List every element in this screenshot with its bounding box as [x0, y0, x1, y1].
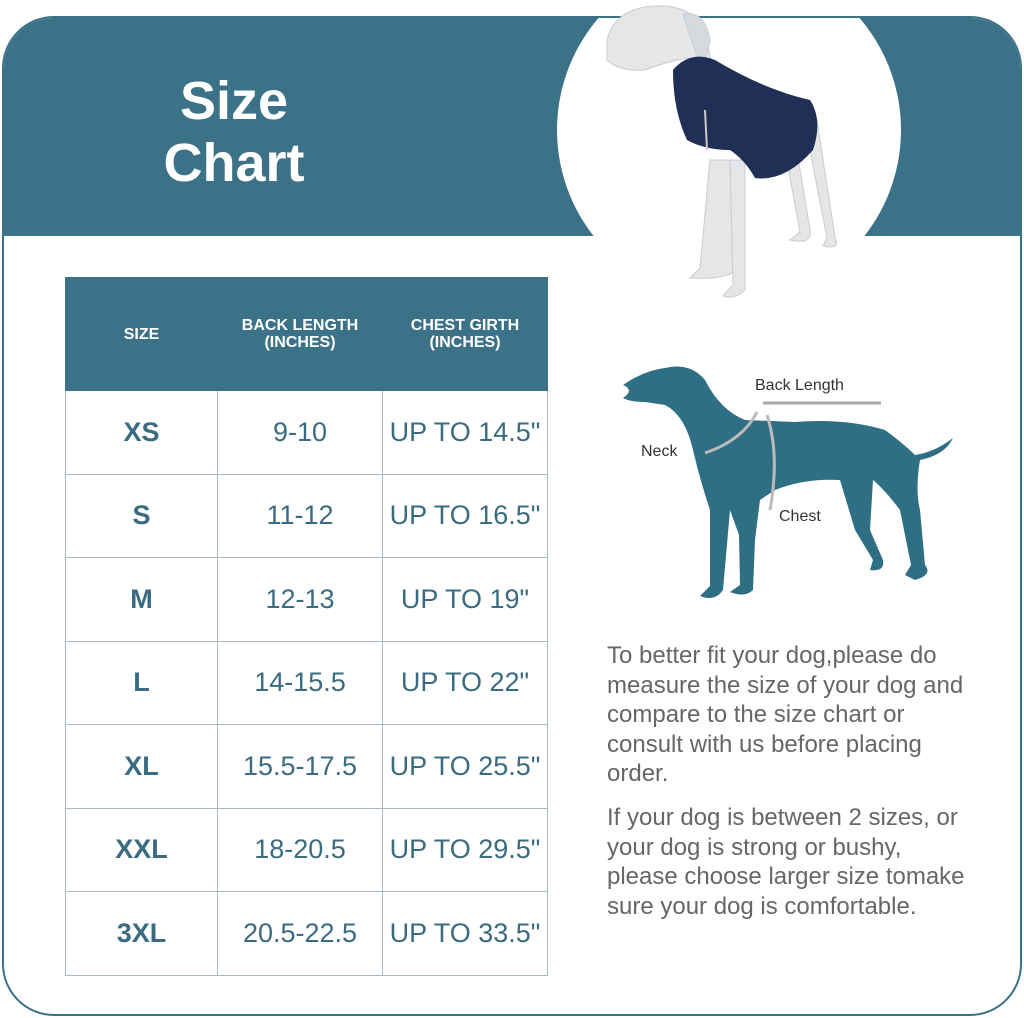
back-length-label: Back Length	[755, 377, 844, 394]
back-length-cell: 18-20.5	[217, 807, 383, 892]
column-header-back-length: BACK LENGTH (INCHES)	[217, 277, 383, 391]
back-length-cell: 9-10	[217, 390, 383, 475]
chest-measure-line	[765, 414, 776, 511]
table-row: M 12-13 UP TO 19"	[65, 557, 548, 642]
chest-girth-cell: UP TO 25.5"	[382, 724, 548, 809]
column-header-chest-girth: CHEST GIRTH (INCHES)	[382, 277, 548, 391]
table-row: XXL 18-20.5 UP TO 29.5"	[65, 807, 548, 892]
chest-girth-cell: UP TO 33.5"	[382, 891, 548, 976]
back-length-cell: 20.5-22.5	[217, 891, 383, 976]
size-cell: M	[65, 557, 218, 642]
size-cell: XXL	[65, 807, 218, 892]
chest-girth-cell: UP TO 14.5"	[382, 390, 548, 475]
dog-mannequin-photo	[606, 5, 837, 298]
sizing-advice: If your dog is between 2 sizes, or your …	[607, 804, 965, 920]
neck-label: Neck	[641, 443, 678, 460]
back-length-cell: 11-12	[217, 473, 383, 558]
size-table: SIZE BACK LENGTH (INCHES) CHEST GIRTH (INC…	[65, 277, 548, 976]
column-header-size: SIZE	[65, 277, 218, 391]
table-row: L 14-15.5 UP TO 22"	[65, 640, 548, 725]
dog-silhouette	[623, 366, 953, 598]
size-cell: 3XL	[65, 891, 218, 976]
table-row: 3XL 20.5-22.5 UP TO 33.5"	[65, 891, 548, 976]
chest-girth-cell: UP TO 19"	[382, 557, 548, 642]
chest-label: Chest	[779, 508, 821, 525]
page-title: Size Chart	[163, 71, 305, 193]
vest	[673, 56, 818, 179]
table-row: XS 9-10 UP TO 14.5"	[65, 390, 548, 475]
chest-girth-cell: UP TO 29.5"	[382, 807, 548, 892]
back-length-cell: 12-13	[217, 557, 383, 642]
size-cell: XL	[65, 724, 218, 809]
table-row: XL 15.5-17.5 UP TO 25.5"	[65, 724, 548, 809]
back-length-cell: 15.5-17.5	[217, 724, 383, 809]
fit-instructions: To better fit your dog,please do measure…	[607, 642, 964, 787]
size-cell: S	[65, 473, 218, 558]
table-header-row: SIZE BACK LENGTH (INCHES) CHEST GIRTH (INC…	[65, 277, 548, 391]
size-cell: L	[65, 640, 218, 725]
dog-measurement-diagram	[623, 366, 953, 598]
back-length-cell: 14-15.5	[217, 640, 383, 725]
table-row: S 11-12 UP TO 16.5"	[65, 473, 548, 558]
chest-girth-cell: UP TO 16.5"	[382, 473, 548, 558]
neck-measure-line	[704, 411, 759, 455]
size-cell: XS	[65, 390, 218, 475]
chest-girth-cell: UP TO 22"	[382, 640, 548, 725]
